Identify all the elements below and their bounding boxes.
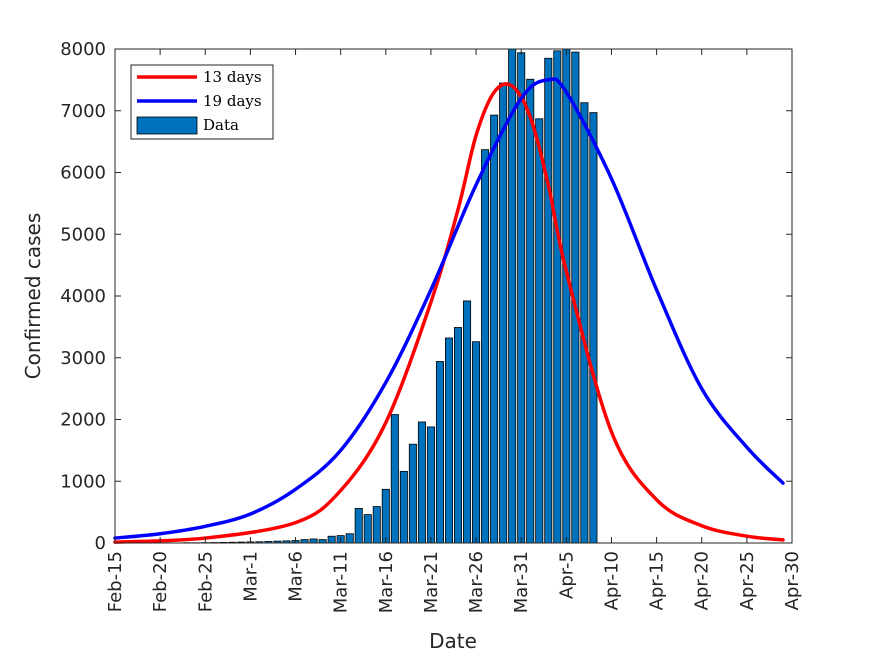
bar (417, 421, 426, 544)
y-tick-label: 0 (95, 533, 106, 554)
x-tick-label: Apr-15 (647, 551, 668, 610)
bar (372, 506, 381, 544)
bar (499, 82, 508, 544)
bar (453, 327, 463, 544)
x-tick-label: Mar-1 (240, 551, 261, 602)
bar (580, 102, 589, 544)
x-tick-label: Mar-21 (421, 551, 442, 613)
y-tick-label: 7000 (60, 101, 106, 122)
y-tick-label: 1000 (60, 471, 106, 492)
x-tick-label: Feb-25 (195, 551, 216, 612)
bar (490, 114, 499, 544)
bar (363, 514, 372, 544)
bar (390, 414, 399, 544)
bar (309, 538, 318, 544)
bar (435, 361, 444, 544)
x-axis-label: Date (429, 629, 477, 653)
bar (399, 470, 408, 544)
lines-layer (113, 77, 785, 544)
x-tick-label: Apr-30 (782, 551, 803, 610)
y-tick-label: 8000 (60, 39, 106, 60)
bar (327, 535, 336, 544)
y-tick-label: 2000 (60, 410, 106, 431)
bar (553, 50, 562, 544)
x-tick-label: Feb-15 (105, 551, 126, 612)
y-tick-label: 4000 (60, 286, 106, 307)
y-tick-label: 3000 (60, 348, 106, 369)
bar (544, 57, 553, 544)
bar (526, 78, 535, 544)
bar (481, 149, 490, 544)
y-tick-label: 5000 (60, 224, 106, 245)
legend: 13 days 19 days Data (130, 64, 274, 140)
legend-swatch-data (136, 116, 198, 135)
x-tick-label: Feb-20 (150, 551, 171, 612)
legend-label-13-days: 13 days (203, 68, 262, 86)
x-tick-label: Apr-20 (692, 551, 713, 610)
x-tick-label: Apr-25 (737, 551, 758, 610)
bar (426, 426, 435, 544)
series-line-13-days (113, 82, 785, 544)
bar (345, 533, 354, 544)
x-tick-label: Apr-10 (601, 551, 622, 610)
x-tick-label: Mar-6 (286, 551, 307, 602)
bar (472, 341, 481, 544)
bar (517, 52, 526, 544)
bar (562, 48, 571, 544)
bar (463, 300, 472, 544)
series-line-19-days (113, 77, 785, 540)
legend-label-19-days: 19 days (203, 92, 262, 110)
bar (408, 443, 417, 544)
bar (444, 337, 454, 544)
bar (318, 539, 327, 544)
x-axis: Feb-15 Feb-20 Feb-25 Mar-1 Mar-6 Mar-11 Mar-16… (105, 49, 803, 613)
bar (354, 508, 363, 544)
x-tick-label: Mar-11 (331, 551, 352, 613)
x-tick-label: Mar-26 (466, 551, 487, 613)
x-tick-label: Mar-16 (376, 551, 397, 613)
y-axis-label: Confirmed cases (21, 213, 45, 380)
y-tick-label: 6000 (60, 163, 106, 184)
y-axis: 0 1000 2000 3000 4000 5000 6000 7000 8000 (60, 39, 792, 554)
x-tick-label: Apr-5 (556, 551, 577, 599)
bar (381, 488, 390, 544)
bar (508, 48, 517, 544)
bar (535, 118, 544, 544)
x-tick-label: Mar-31 (511, 551, 532, 613)
bar (300, 539, 309, 544)
legend-label-data: Data (203, 116, 239, 134)
bar (589, 112, 598, 544)
